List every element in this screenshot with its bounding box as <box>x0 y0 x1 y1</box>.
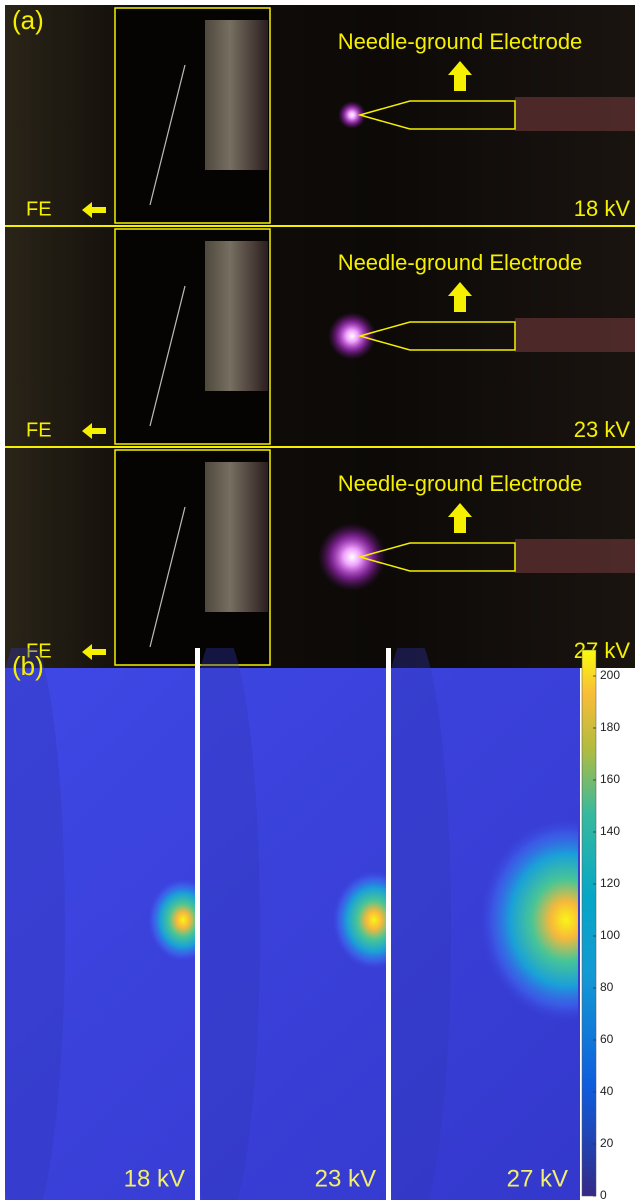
cylinder <box>205 241 268 391</box>
panel-voltage: 18 kV <box>124 1165 185 1192</box>
electrode-label: Needle-ground Electrode <box>338 29 583 54</box>
electrode-body <box>515 97 635 131</box>
colorbar-tick-label: 100 <box>600 928 620 942</box>
colorbar-tick-label: 180 <box>600 720 620 734</box>
electrode-label: Needle-ground Electrode <box>338 471 583 496</box>
colorbar-tick-label: 40 <box>600 1084 614 1098</box>
panel-separator <box>386 648 391 1202</box>
electrode-body <box>515 318 635 352</box>
voltage-label: 23 kV <box>574 417 631 442</box>
panel-label: (b) <box>12 651 44 681</box>
fe-label: FE <box>26 198 52 220</box>
colorbar-tick-label: 60 <box>600 1032 614 1046</box>
electrode-label: Needle-ground Electrode <box>338 250 583 275</box>
colorbar-tick-label: 140 <box>600 824 620 838</box>
panel-voltage: 23 kV <box>315 1165 376 1192</box>
voltage-label: 18 kV <box>574 196 631 221</box>
fe-label: FE <box>26 419 52 441</box>
figure: Needle-ground Electrode FE 18 kV Needle-gro… <box>0 0 640 1202</box>
cylinder <box>205 20 268 170</box>
panel-label: (a) <box>12 5 44 35</box>
discharge-glow <box>328 312 376 360</box>
discharge-glow <box>318 523 386 591</box>
colorbar-tick-label: 160 <box>600 772 620 786</box>
colorbar-tick-label: 120 <box>600 876 620 890</box>
panel-separator <box>195 648 200 1202</box>
electrode-body <box>515 539 635 573</box>
colorbar-tick-label: 200 <box>600 668 620 682</box>
colorbar-tick-label: 0 <box>600 1188 607 1202</box>
colorbar-tick-label: 20 <box>600 1136 614 1150</box>
colorbar <box>582 650 596 1196</box>
cylinder <box>205 462 268 612</box>
colorbar-tick-label: 80 <box>600 980 614 994</box>
panel-voltage: 27 kV <box>507 1165 568 1192</box>
